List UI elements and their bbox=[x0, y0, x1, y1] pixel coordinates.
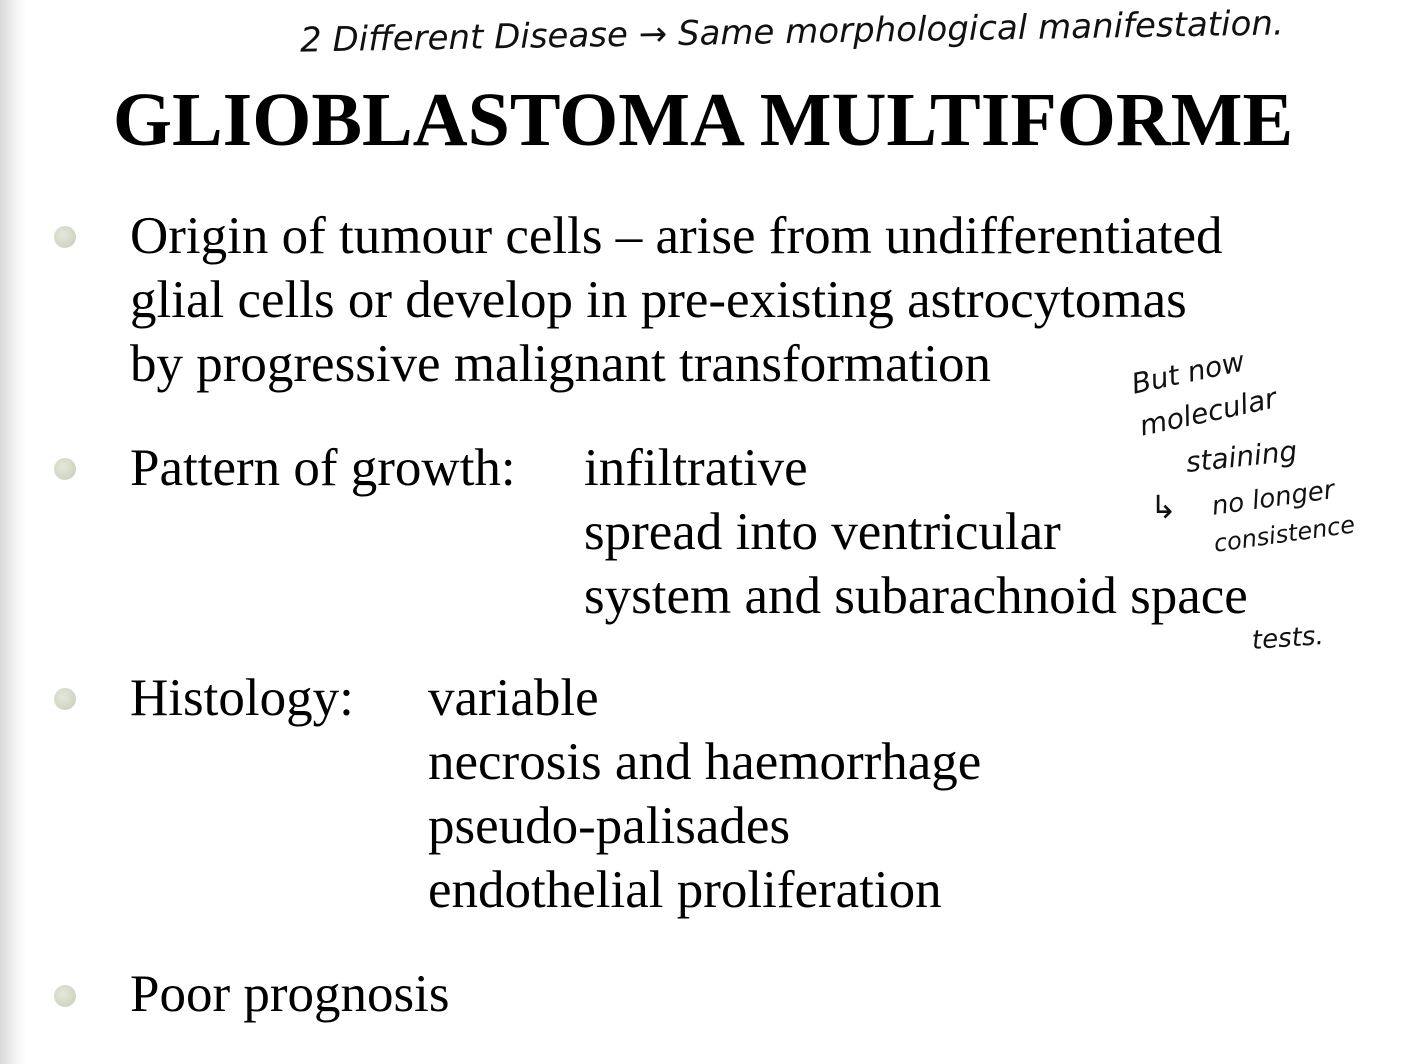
bullet-1-line-1: Origin of tumour cells – arise from undi… bbox=[130, 207, 1223, 265]
bullet-3-line-1: variable bbox=[428, 669, 599, 727]
hook-arrow-icon: ↳ bbox=[1150, 488, 1177, 526]
bullet-4-line-1: Poor prognosis bbox=[130, 965, 450, 1023]
bullet-dot bbox=[54, 985, 76, 1007]
handwritten-note-side-6: tests. bbox=[1250, 621, 1325, 656]
bullet-1-line-3: by progressive malignant transformation bbox=[130, 335, 992, 393]
handwritten-note-side-3: staining bbox=[1184, 434, 1299, 479]
bullet-2-line-3: system and subarachnoid space bbox=[584, 567, 1248, 625]
slide-title: GLIOBLASTOMA MULTIFORME bbox=[112, 78, 1294, 162]
bullet-2-label: Pattern of growth: bbox=[130, 439, 516, 497]
bullet-3-label: Histology: bbox=[130, 669, 354, 727]
bullet-3-line-2: necrosis and haemorrhage bbox=[428, 733, 982, 791]
bullet-dot bbox=[54, 226, 76, 248]
bullet-2-line-1: infiltrative bbox=[584, 439, 808, 497]
bullet-3-line-4: endothelial proliferation bbox=[428, 861, 942, 919]
bullet-dot bbox=[54, 688, 76, 710]
bullet-dot bbox=[54, 458, 76, 480]
handwritten-note-top: 2 Different Disease → Same morphological… bbox=[299, 3, 1285, 61]
bullet-1-line-2: glial cells or develop in pre-existing a… bbox=[130, 271, 1187, 329]
bullet-3-line-3: pseudo-palisades bbox=[428, 797, 791, 855]
page-edge-shadow bbox=[0, 0, 26, 1064]
bullet-2-line-2: spread into ventricular bbox=[584, 503, 1061, 561]
